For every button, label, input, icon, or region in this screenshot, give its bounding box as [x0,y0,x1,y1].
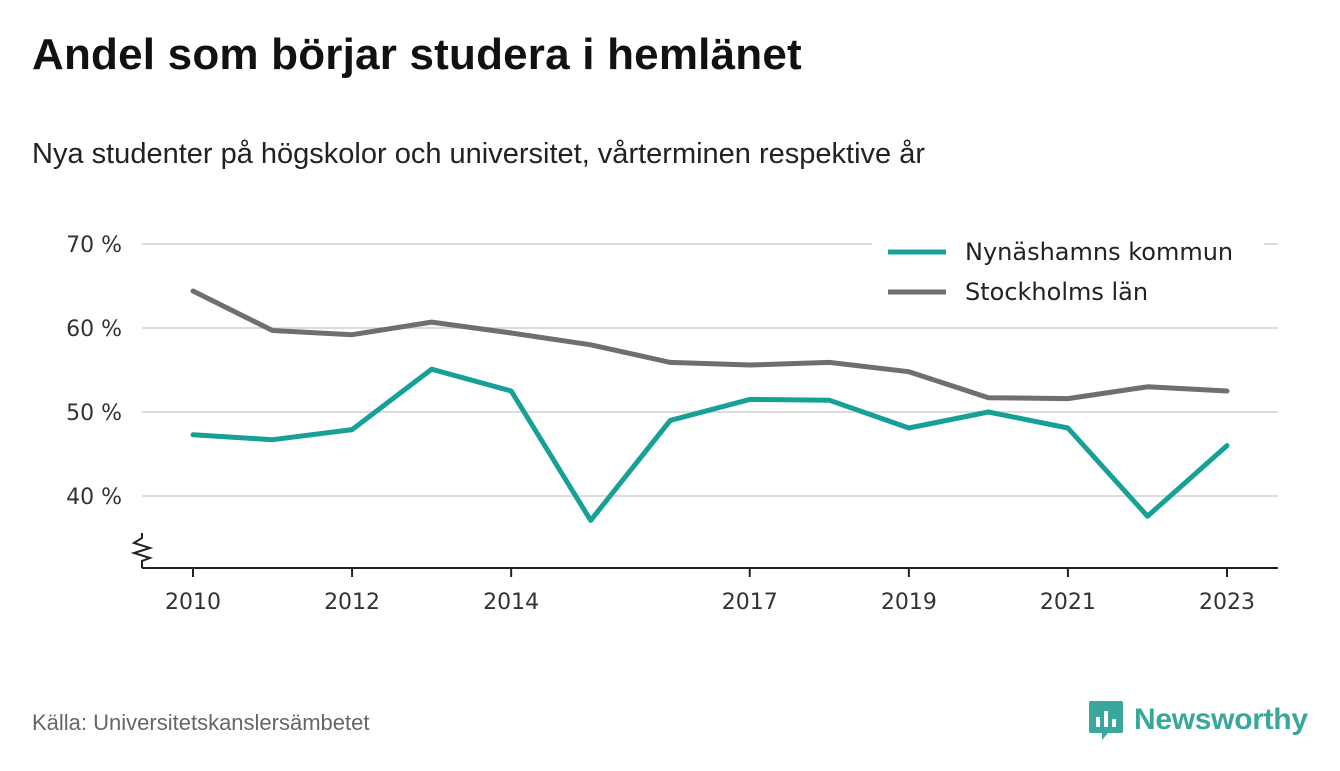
x-tick-label: 2010 [165,590,221,615]
brand-name: Newsworthy [1134,703,1308,736]
chart-subtitle: Nya studenter på högskolor och universit… [32,138,925,170]
x-tick-label: 2012 [324,590,380,615]
x-tick-label: 2017 [722,590,778,615]
line-chart: 70 % 60 % 50 % 40 % 2010 2012 2014 2017 2019 202… [66,230,1278,615]
y-tick-label: 70 % [66,233,122,258]
legend-label: Nynäshamns kommun [965,238,1233,266]
legend-label: Stockholms län [965,278,1148,306]
axes [130,533,1278,569]
source-note: Källa: Universitetskanslersämbetet [32,710,370,735]
newsworthy-logo-icon [1089,701,1123,740]
x-tick-label: 2019 [881,590,937,615]
legend: Nynäshamns kommun Stockholms län [872,230,1264,312]
y-tick-label: 50 % [66,401,122,426]
y-tick-label: 60 % [66,317,122,342]
series-line-2 [190,288,1230,402]
x-tick-label: 2014 [483,590,539,615]
chart-title: Andel som börjar studera i hemlänet [32,30,802,79]
x-tick-labels: 2010 2012 2014 2017 2019 2021 2023 [165,568,1255,615]
y-tick-labels: 70 % 60 % 50 % 40 % [66,233,122,510]
axis-break-icon [130,533,154,568]
x-tick-label: 2023 [1199,590,1255,615]
series-line-1 [190,366,1230,523]
y-tick-label: 40 % [66,485,122,510]
x-tick-label: 2021 [1040,590,1096,615]
series-lines [190,288,1230,523]
brand-logo[interactable]: Newsworthy [1088,698,1308,742]
legend-background [872,230,1264,312]
